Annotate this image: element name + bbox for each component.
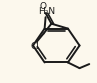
Text: O: O (40, 2, 47, 11)
Text: H₂N: H₂N (38, 7, 55, 16)
Text: Cl: Cl (30, 42, 39, 51)
